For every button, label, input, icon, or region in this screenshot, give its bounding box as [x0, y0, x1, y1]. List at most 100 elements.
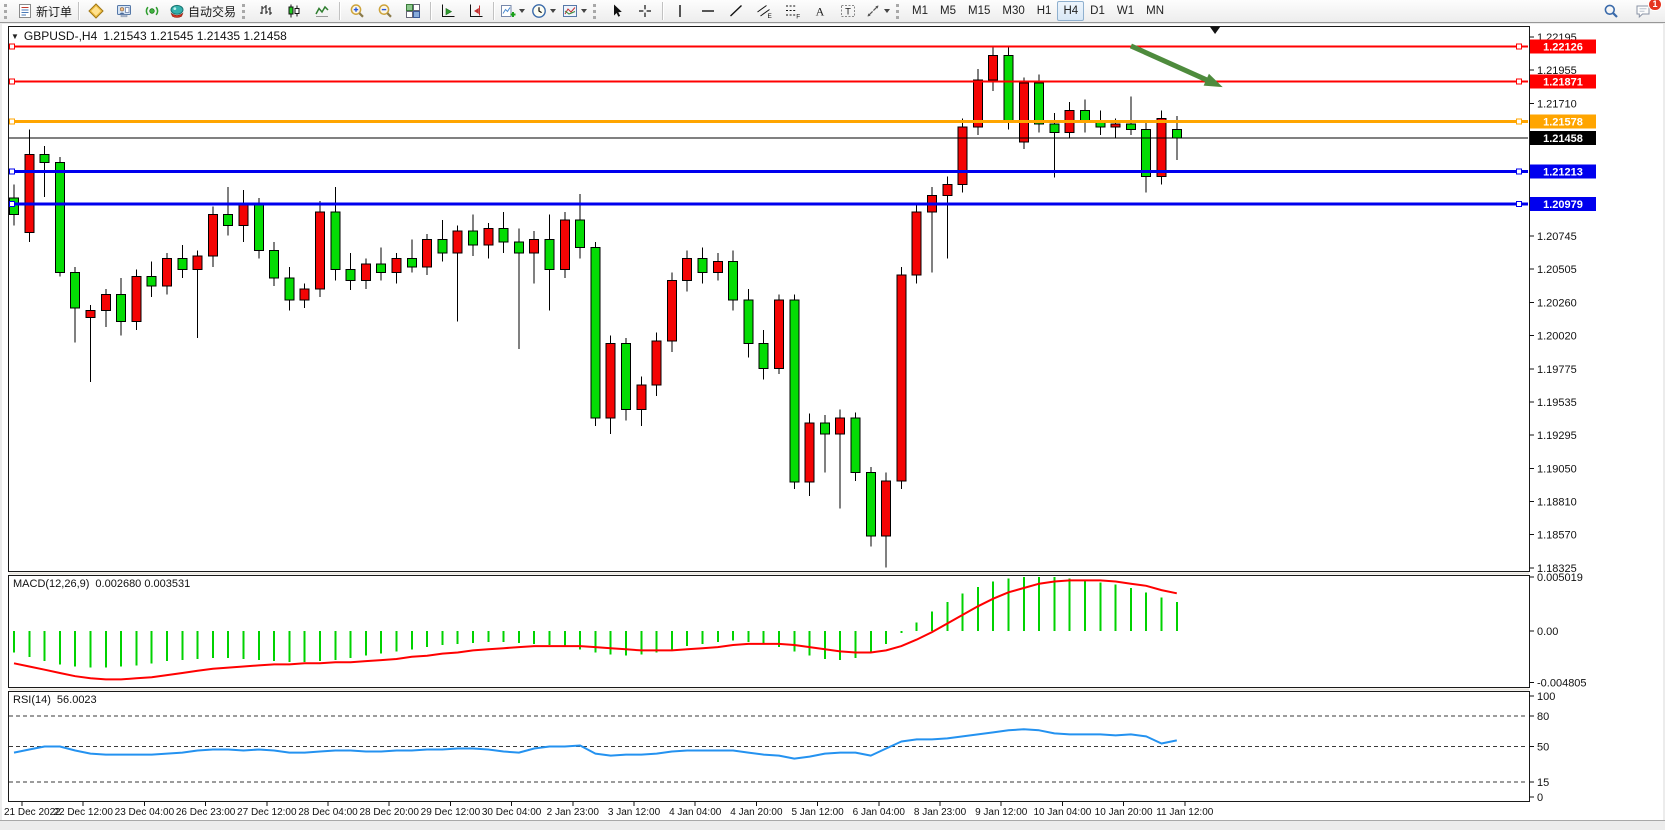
toolbar-equidistant-channel-button[interactable]: E — [750, 0, 778, 22]
bear-candle — [54, 162, 65, 273]
arrows-icon — [865, 3, 881, 19]
bull-candle — [942, 184, 953, 196]
chart-title[interactable]: ▼ GBPUSD-,H4 1.21543 1.21545 1.21435 1.214… — [11, 29, 287, 43]
time-label: 21 Dec 2022 — [4, 807, 61, 818]
toolbar-bar-chart-button[interactable] — [252, 0, 280, 22]
bull-candle — [835, 417, 846, 435]
svg-text:0.00: 0.00 — [1537, 626, 1558, 638]
toolbar-search-button[interactable] — [1597, 0, 1625, 22]
toolbar-text-label-button[interactable]: T — [834, 0, 862, 22]
bull-candle — [162, 258, 172, 287]
bull-candle — [85, 310, 96, 319]
bear-candle — [376, 263, 387, 273]
svg-text:1.20020: 1.20020 — [1537, 330, 1577, 342]
toolbar-templates-button[interactable] — [559, 0, 590, 22]
chart-symbol-period: GBPUSD-,H4 — [23, 29, 98, 43]
macd-name: MACD(12,26,9) — [13, 578, 90, 590]
bear-candle — [1171, 129, 1182, 139]
timeframe-mn-button[interactable]: MN — [1146, 5, 1164, 17]
rsi-panel: 100 80 50 15 0 — [9, 691, 1555, 804]
bear-candle — [819, 422, 830, 435]
toolbar-arrows-button[interactable] — [862, 0, 893, 22]
toolbar-terminal-button[interactable] — [110, 0, 138, 22]
toolbar-signals-button[interactable] — [138, 0, 166, 22]
price-badge — [1530, 114, 1596, 129]
toolbar-crosshair-button[interactable] — [631, 0, 659, 22]
auto-scroll-icon — [440, 3, 456, 19]
price-axis[interactable]: 1.221951.219551.217101.207451.205051.202… — [1529, 32, 1577, 575]
bull-candle — [422, 238, 433, 268]
timeframe-d1-button[interactable]: D1 — [1090, 5, 1105, 17]
timeframe-m15-button[interactable]: M15 — [968, 5, 991, 17]
time-label: 5 Jan 12:00 — [791, 807, 844, 818]
toolbar-text-button[interactable]: A — [806, 0, 834, 22]
toolbar-autotrading-button[interactable]: 自动交易 — [166, 0, 239, 22]
rsi-name: RSI(14) — [13, 694, 51, 706]
bull-candle — [131, 275, 142, 323]
toolbar-new-order-button[interactable]: 新订单 — [14, 0, 75, 22]
timeframe-w1-button[interactable]: W1 — [1116, 5, 1135, 17]
trend-arrow-annotation[interactable] — [1129, 43, 1223, 88]
timeframe-m1-button[interactable]: M1 — [912, 5, 929, 17]
bear-candle — [468, 230, 478, 246]
bear-candle — [865, 472, 876, 537]
toolbar-periods-button[interactable] — [528, 0, 559, 22]
svg-text:1.19295: 1.19295 — [1537, 430, 1577, 442]
toolbar-separator — [78, 2, 80, 20]
toolbar-cursor-button[interactable] — [603, 0, 631, 22]
toolbar-new-chart-button[interactable] — [497, 0, 528, 22]
timeframe-h1-button[interactable]: H1 — [1036, 5, 1052, 17]
candlestick-icon — [286, 3, 302, 19]
vline-icon — [672, 3, 688, 19]
svg-text:1.18570: 1.18570 — [1537, 529, 1577, 541]
toolbar-fibonacci-button[interactable]: F — [778, 0, 806, 22]
chevron-down-icon — [581, 9, 588, 13]
toolbar-chart-shift-button[interactable] — [462, 0, 490, 22]
template-icon — [562, 3, 578, 19]
toolbar-candlestick-chart-button[interactable] — [280, 0, 308, 22]
timeframe-h4-button[interactable]: H4 — [1057, 1, 1085, 21]
rsi-line — [13, 728, 1177, 760]
toolbar-zoom-in-button[interactable] — [343, 0, 371, 22]
bear-candle — [1141, 129, 1152, 177]
toolbar-vertical-line-button[interactable] — [666, 0, 694, 22]
bear-candle — [253, 203, 264, 251]
bull-candle — [881, 480, 892, 537]
crosshair-icon — [637, 3, 653, 19]
svg-text:1.20979: 1.20979 — [1543, 199, 1583, 211]
toolbar-mql-button[interactable] — [82, 0, 110, 22]
time-label: 23 Dec 04:00 — [115, 807, 175, 818]
bull-candle — [712, 260, 723, 273]
fibonacci-icon: F — [784, 3, 800, 19]
bull-candle — [666, 280, 677, 342]
toolbar-auto-scroll-button[interactable] — [434, 0, 462, 22]
bear-candle — [177, 258, 188, 271]
bear-candle — [345, 269, 356, 282]
svg-text:1.21458: 1.21458 — [1543, 133, 1583, 145]
toolbar-line-chart-button[interactable] — [308, 0, 336, 22]
new-order-icon — [17, 3, 33, 19]
toolbar-trendline-button[interactable] — [722, 0, 750, 22]
bear-candle — [697, 258, 708, 273]
bull-candle — [238, 203, 249, 227]
toolbar-zoom-out-button[interactable] — [371, 0, 399, 22]
toolbar-horizontal-line-button[interactable] — [694, 0, 722, 22]
trendline-icon — [728, 3, 744, 19]
bear-candle — [330, 211, 341, 271]
bear-candle — [406, 258, 417, 268]
time-label: 11 Jan 12:00 — [1156, 807, 1214, 818]
timeframe-m30-button[interactable]: M30 — [1002, 5, 1025, 17]
rsi-indicator-label: RSI(14) 56.0023 — [13, 694, 97, 706]
bear-candle — [590, 247, 601, 419]
toolbar-right: 1 — [1597, 0, 1662, 22]
toolbar-tile-windows-button[interactable] — [399, 0, 427, 22]
timeframe-m5-button[interactable]: M5 — [940, 5, 956, 17]
toolbar-autotrading-label: 自动交易 — [188, 4, 237, 19]
time-label: 3 Jan 12:00 — [608, 807, 661, 818]
toolbar-notifications-button[interactable]: 1 — [1629, 0, 1662, 22]
chart-shift-marker-icon[interactable] — [1210, 27, 1221, 34]
bear-candle — [269, 249, 280, 279]
rsi-value: 56.0023 — [56, 694, 97, 706]
